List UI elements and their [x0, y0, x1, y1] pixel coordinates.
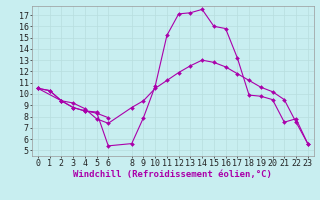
X-axis label: Windchill (Refroidissement éolien,°C): Windchill (Refroidissement éolien,°C)	[73, 170, 272, 179]
